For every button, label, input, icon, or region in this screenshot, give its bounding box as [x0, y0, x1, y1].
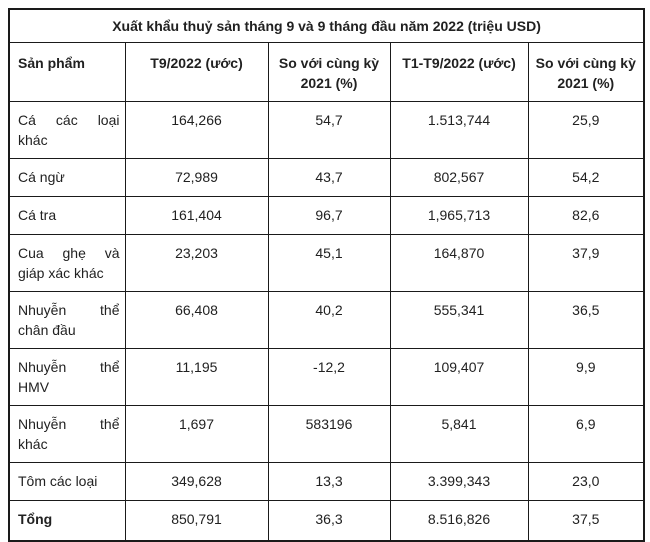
- table-total-row: Tổng 850,791 36,3 8.516,826 37,5: [8, 500, 645, 541]
- value-cell: 5,841: [389, 405, 529, 463]
- table-row: Nhuyễn thể HMV 11,195 -12,2 109,407 9,9: [8, 348, 645, 406]
- value-cell: 850,791: [124, 500, 269, 541]
- table-title: Xuất khẩu thuỷ sản tháng 9 và 9 tháng đầ…: [8, 8, 645, 43]
- total-label-cell: Tổng: [8, 500, 126, 541]
- value-cell: 82,6: [527, 196, 645, 235]
- table-row: Cá ngừ 72,989 43,7 802,567 54,2: [8, 158, 645, 197]
- value-cell: 1,965,713: [389, 196, 529, 235]
- product-cell: Nhuyễn thể HMV: [8, 348, 126, 406]
- value-cell: 45,1: [267, 234, 391, 292]
- value-cell: 9,9: [527, 348, 645, 406]
- page-background: Xuất khẩu thuỷ sản tháng 9 và 9 tháng đầ…: [8, 8, 646, 542]
- value-cell: 25,9: [527, 101, 645, 159]
- value-cell: 1,697: [124, 405, 269, 463]
- table-title-row: Xuất khẩu thuỷ sản tháng 9 và 9 tháng đầ…: [8, 8, 645, 43]
- value-cell: 161,404: [124, 196, 269, 235]
- column-header-yoy-t1-t9: So với cùng kỳ 2021 (%): [527, 42, 645, 102]
- table-row: Cá các loại khác 164,266 54,7 1.513,744 …: [8, 101, 645, 159]
- value-cell: 1.513,744: [389, 101, 529, 159]
- seafood-export-table: Xuất khẩu thuỷ sản tháng 9 và 9 tháng đầ…: [8, 8, 646, 542]
- value-cell: 40,2: [267, 291, 391, 349]
- product-cell: Cá các loại khác: [8, 101, 126, 159]
- value-cell: 36,3: [267, 500, 391, 541]
- column-header-yoy-t9: So với cùng kỳ 2021 (%): [267, 42, 391, 102]
- value-cell: 11,195: [124, 348, 269, 406]
- product-cell: Cua ghẹ và giáp xác khác: [8, 234, 126, 292]
- value-cell: 37,5: [527, 500, 645, 541]
- value-cell: 3.399,343: [389, 462, 529, 501]
- value-cell: 6,9: [527, 405, 645, 463]
- value-cell: 164,870: [389, 234, 529, 292]
- value-cell: 23,203: [124, 234, 269, 292]
- value-cell: 37,9: [527, 234, 645, 292]
- value-cell: 349,628: [124, 462, 269, 501]
- value-cell: 23,0: [527, 462, 645, 501]
- value-cell: 54,2: [527, 158, 645, 197]
- table-row: Tôm các loại 349,628 13,3 3.399,343 23,0: [8, 462, 645, 501]
- product-cell: Nhuyễn thể khác: [8, 405, 126, 463]
- value-cell: 54,7: [267, 101, 391, 159]
- table-row: Nhuyễn thể chân đầu 66,408 40,2 555,341 …: [8, 291, 645, 349]
- table-header-row: Sản phẩm T9/2022 (ước) So với cùng kỳ 20…: [8, 42, 645, 102]
- table-row: Nhuyễn thể khác 1,697 583196 5,841 6,9: [8, 405, 645, 463]
- value-cell: 72,989: [124, 158, 269, 197]
- value-cell: 109,407: [389, 348, 529, 406]
- value-cell: 8.516,826: [389, 500, 529, 541]
- value-cell: 96,7: [267, 196, 391, 235]
- value-cell: 164,266: [124, 101, 269, 159]
- column-header-t9-2022: T9/2022 (ước): [124, 42, 269, 102]
- value-cell: 66,408: [124, 291, 269, 349]
- product-cell: Cá tra: [8, 196, 126, 235]
- value-cell: 583196: [267, 405, 391, 463]
- product-cell: Nhuyễn thể chân đầu: [8, 291, 126, 349]
- product-cell: Cá ngừ: [8, 158, 126, 197]
- table-row: Cá tra 161,404 96,7 1,965,713 82,6: [8, 196, 645, 235]
- value-cell: 36,5: [527, 291, 645, 349]
- value-cell: 43,7: [267, 158, 391, 197]
- value-cell: -12,2: [267, 348, 391, 406]
- column-header-product: Sản phẩm: [8, 42, 126, 102]
- column-header-t1-t9-2022: T1-T9/2022 (ước): [389, 42, 529, 102]
- value-cell: 555,341: [389, 291, 529, 349]
- product-cell: Tôm các loại: [8, 462, 126, 501]
- value-cell: 13,3: [267, 462, 391, 501]
- table-row: Cua ghẹ và giáp xác khác 23,203 45,1 164…: [8, 234, 645, 292]
- value-cell: 802,567: [389, 158, 529, 197]
